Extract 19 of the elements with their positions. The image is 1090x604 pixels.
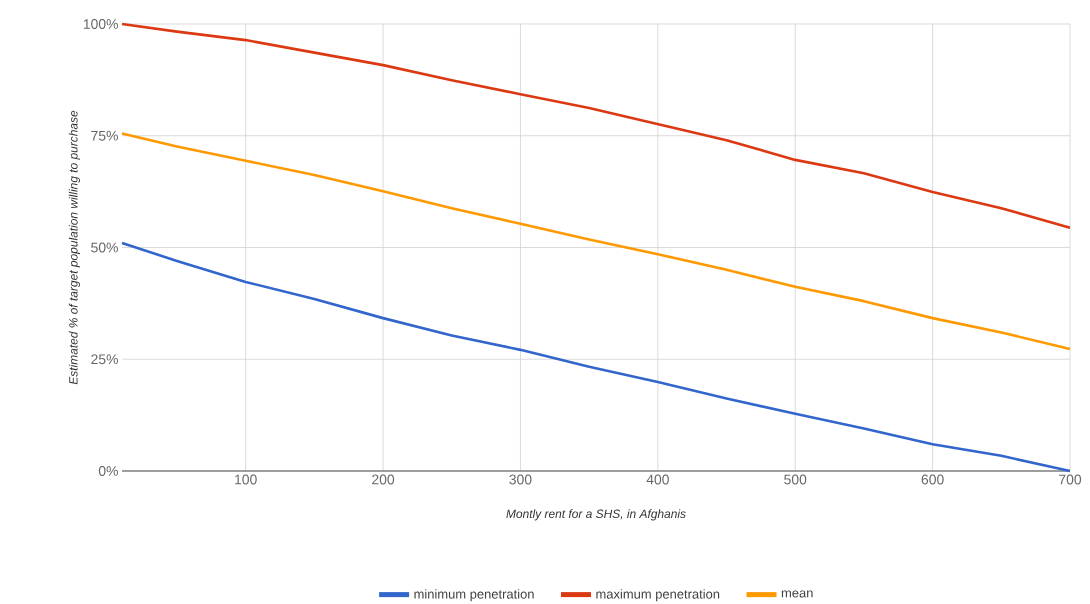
x-tick-label: 300 [509,474,532,485]
y-tick-label: 50% [91,242,118,253]
line-series [120,241,1072,473]
x-tick-label: 600 [921,474,944,485]
x-tick-label: 500 [784,474,807,485]
x-tick-label: 400 [646,474,669,485]
y-tick-label: 25% [91,354,118,365]
x-tick-label: 700 [1059,474,1082,485]
legend-label: maximum penetration [596,589,720,602]
x-tick-label: 200 [372,474,395,485]
y-axis-title: Estimated % of target population willing to purchase [68,110,80,385]
legend-label: minimum penetration [414,589,534,602]
y-tick-label: 0% [98,466,118,476]
x-tick-label: 100 [235,474,257,485]
legend-label: mean [781,590,813,598]
x-axis-title: Montly rent for a SHS, in Afghanis [506,509,686,521]
y-tick-label: 100% [83,19,118,29]
y-tick-label: 75% [91,130,118,141]
line-series [120,132,1072,351]
